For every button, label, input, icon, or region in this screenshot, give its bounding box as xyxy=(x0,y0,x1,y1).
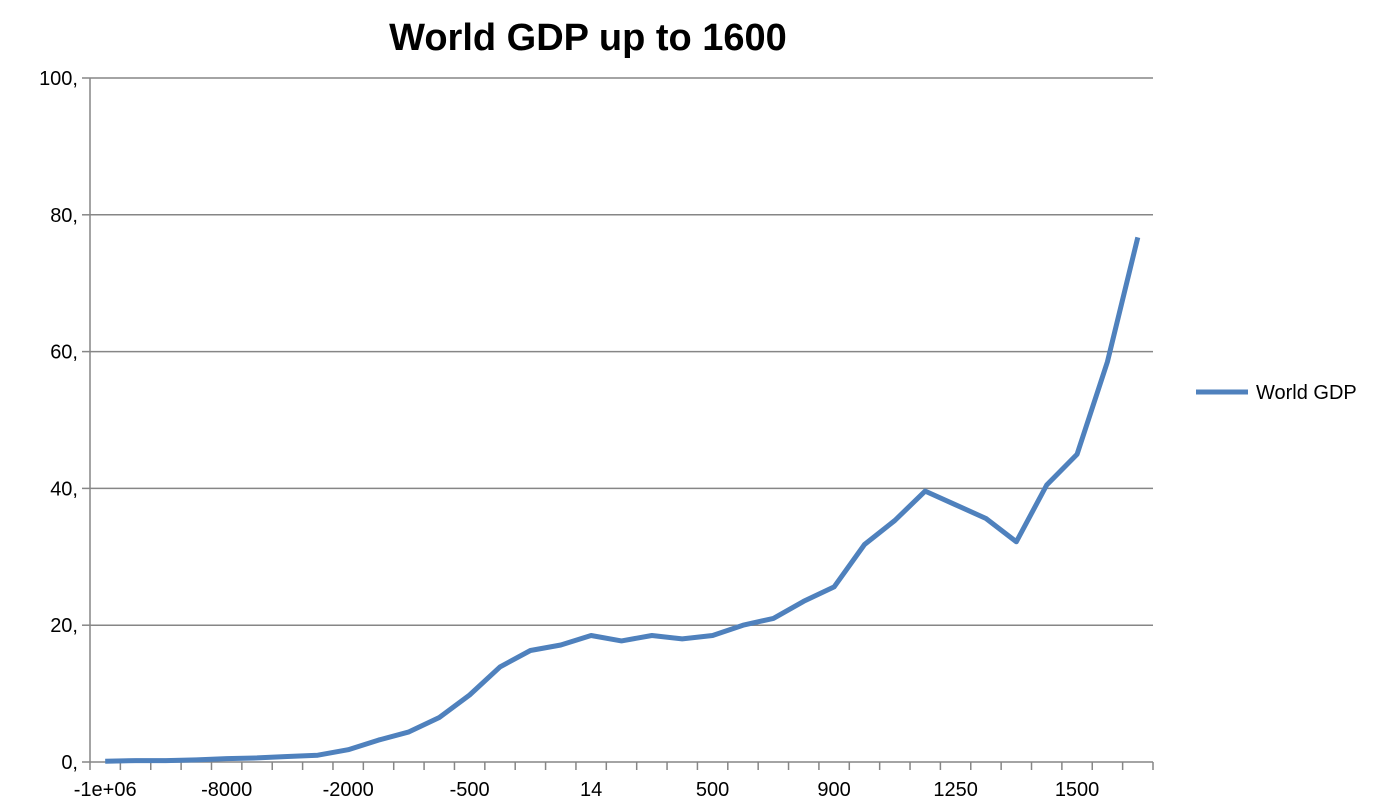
x-tick-label: 1500 xyxy=(1055,779,1100,801)
x-tick-label: -500 xyxy=(450,779,490,801)
x-tick-label: -1e+06 xyxy=(74,779,137,801)
y-tick-label: 100, xyxy=(39,68,78,90)
series-group xyxy=(105,236,1141,764)
y-tick-labels: 0, 20, 40, 60, 80, 100, xyxy=(39,68,78,774)
x-tick-label: 900 xyxy=(817,779,850,801)
y-tick-label: 20, xyxy=(50,615,78,637)
y-tick-label: 80, xyxy=(50,205,78,227)
x-tick-label: -8000 xyxy=(201,779,252,801)
x-tick-label: -2000 xyxy=(323,779,374,801)
y-tick-label: 60, xyxy=(50,342,78,364)
y-tick-label: 40, xyxy=(50,478,78,500)
chart-title: World GDP up to 1600 xyxy=(389,17,787,59)
y-tick-label: 0, xyxy=(61,752,78,774)
legend: World GDP xyxy=(1196,382,1357,404)
x-tick-label: 500 xyxy=(696,779,729,801)
x-tick-labels: -1e+06 -8000 -2000 -500 14 500 900 1250 1500 xyxy=(74,779,1100,801)
x-tick-label: 14 xyxy=(580,779,602,801)
gridlines xyxy=(90,77,1153,626)
x-tick-label: 1250 xyxy=(933,779,978,801)
legend-label: World GDP xyxy=(1256,382,1357,404)
series-line-world-gdp xyxy=(105,236,1141,764)
axes xyxy=(82,77,1154,770)
